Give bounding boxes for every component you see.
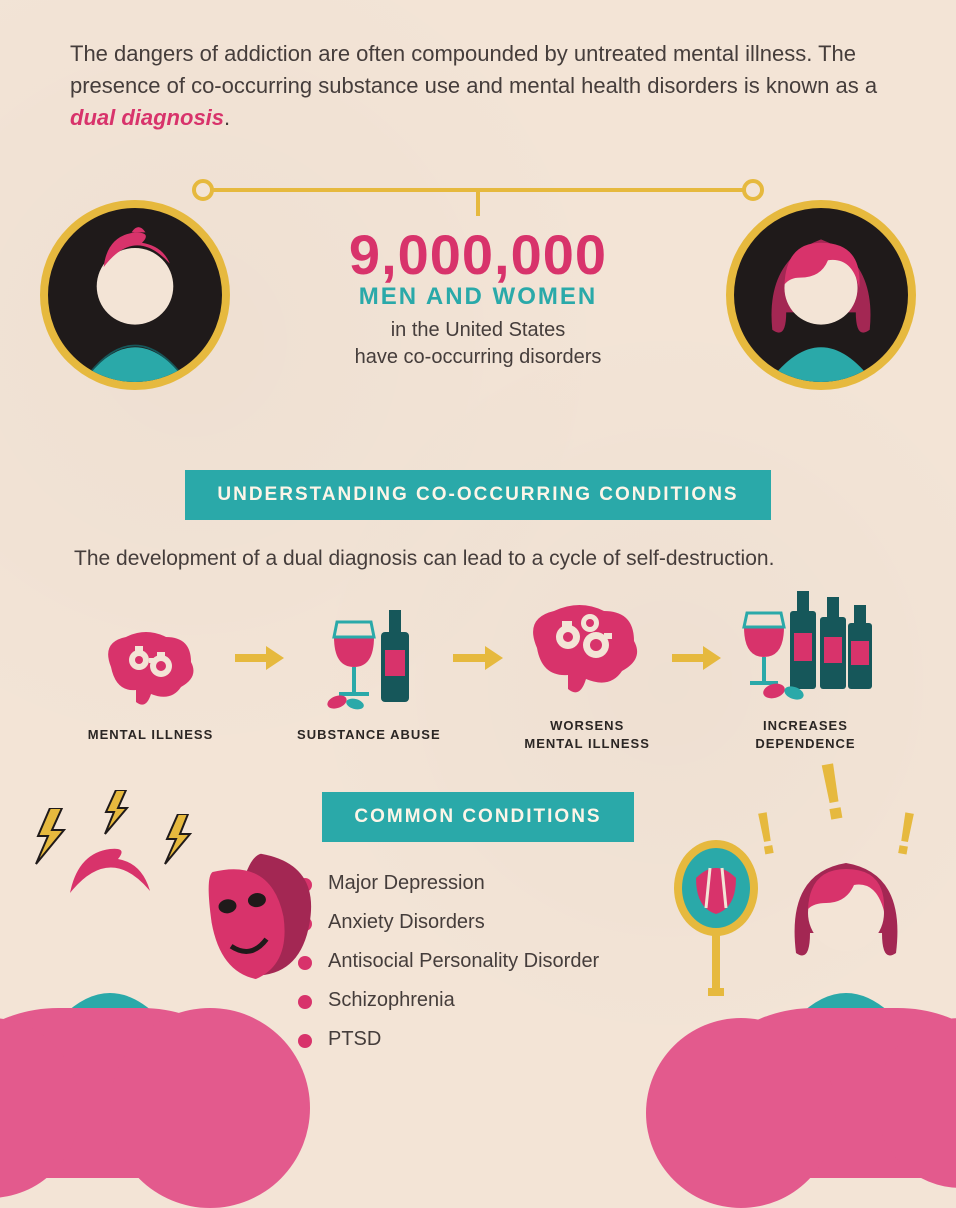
condition-item: Schizophrenia: [298, 981, 658, 1020]
brain-icon: [70, 602, 231, 712]
bottles-icon: [725, 593, 886, 703]
banner-understanding: UNDERSTANDING CO-OCCURRING CONDITIONS: [185, 470, 770, 520]
intro-before: The dangers of addiction are often compo…: [70, 41, 877, 98]
cycle-label-1: MENTAL ILLNESS: [70, 726, 231, 744]
stat-center: 9,000,000 MEN AND WOMEN in the United St…: [268, 222, 688, 371]
cycle-label-4: INCREASES DEPENDENCE: [725, 717, 886, 752]
cycle-label-3: WORSENS MENTAL ILLNESS: [507, 717, 668, 752]
cycle-item-3: WORSENS MENTAL ILLNESS: [507, 593, 668, 752]
cycle-label-2: SUBSTANCE ABUSE: [288, 726, 449, 744]
arrow-icon: [672, 649, 721, 667]
condition-item: Anxiety Disorders: [298, 903, 658, 942]
section1-text: The development of a dual diagnosis can …: [70, 544, 886, 573]
avatar-man-icon: [40, 200, 230, 390]
cycle-row: MENTAL ILLNESS: [70, 593, 886, 752]
conditions-section: COMMON CONDITIONS Major Depression Anxie…: [70, 792, 886, 1059]
banner-conditions: COMMON CONDITIONS: [322, 792, 633, 842]
arrow-icon: [235, 649, 284, 667]
arrow-icon: [453, 649, 502, 667]
intro-after: .: [224, 105, 230, 130]
cycle-item-1: MENTAL ILLNESS: [70, 602, 231, 744]
condition-item: Antisocial Personality Disorder: [298, 942, 658, 981]
stat-sub1: MEN AND WOMEN: [268, 283, 688, 311]
stat-sub2: in the United States have co-occurring d…: [268, 317, 688, 371]
connector-drop: [476, 188, 480, 216]
intro-text: The dangers of addiction are often compo…: [70, 38, 886, 134]
intro-highlight: dual diagnosis: [70, 105, 224, 130]
stat-section: 9,000,000 MEN AND WOMEN in the United St…: [70, 170, 886, 430]
stat-number: 9,000,000: [268, 222, 688, 287]
bottle-icon: [288, 602, 449, 712]
cycle-item-2: SUBSTANCE ABUSE: [288, 602, 449, 744]
cycle-item-4: INCREASES DEPENDENCE: [725, 593, 886, 752]
avatar-woman-icon: [726, 200, 916, 390]
conditions-list: Major Depression Anxiety Disorders Antis…: [298, 864, 658, 1059]
condition-item: PTSD: [298, 1020, 658, 1059]
condition-item: Major Depression: [298, 864, 658, 903]
brain-worse-icon: [507, 593, 668, 703]
